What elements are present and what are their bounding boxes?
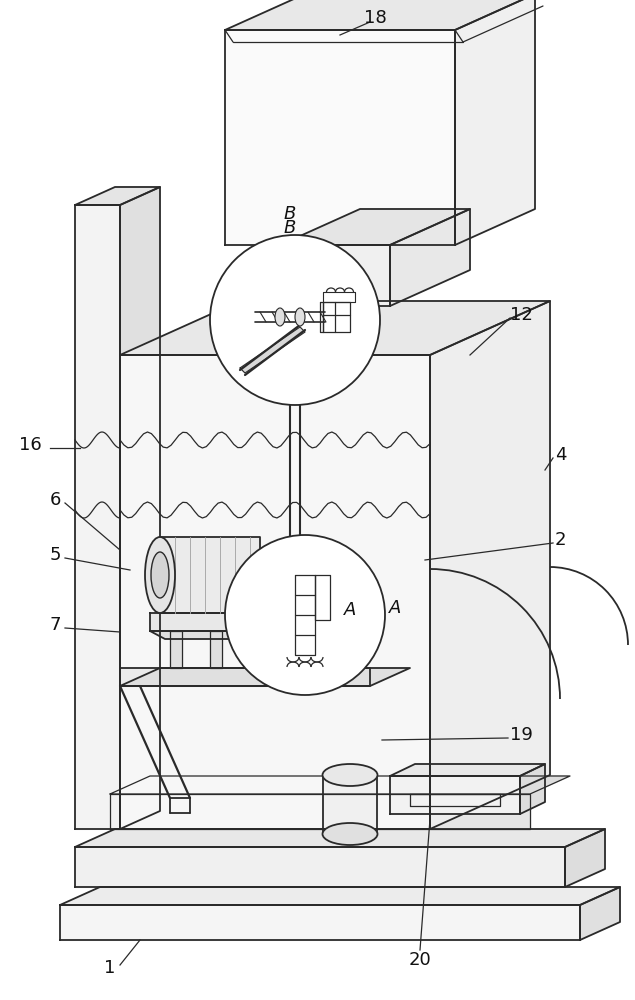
Polygon shape bbox=[75, 187, 160, 205]
Polygon shape bbox=[75, 205, 120, 829]
Text: A: A bbox=[389, 599, 401, 617]
Ellipse shape bbox=[323, 823, 377, 845]
Polygon shape bbox=[280, 245, 390, 306]
Ellipse shape bbox=[323, 764, 377, 786]
Polygon shape bbox=[520, 764, 545, 814]
Ellipse shape bbox=[295, 308, 305, 326]
Polygon shape bbox=[280, 209, 470, 245]
Polygon shape bbox=[240, 327, 305, 373]
Circle shape bbox=[210, 235, 380, 405]
Text: 5: 5 bbox=[50, 546, 61, 564]
Polygon shape bbox=[225, 0, 535, 30]
Polygon shape bbox=[60, 905, 580, 940]
Polygon shape bbox=[250, 631, 262, 668]
Text: 18: 18 bbox=[364, 9, 386, 27]
Text: 2: 2 bbox=[555, 531, 566, 549]
Text: 1: 1 bbox=[104, 959, 116, 977]
Polygon shape bbox=[390, 764, 545, 776]
Text: 7: 7 bbox=[50, 616, 61, 634]
Polygon shape bbox=[150, 631, 295, 639]
Polygon shape bbox=[150, 613, 280, 631]
Text: 19: 19 bbox=[510, 726, 533, 744]
Text: 20: 20 bbox=[409, 951, 431, 969]
Polygon shape bbox=[390, 776, 520, 814]
Polygon shape bbox=[323, 775, 377, 834]
Polygon shape bbox=[120, 668, 370, 686]
Text: 4: 4 bbox=[555, 446, 566, 464]
Polygon shape bbox=[60, 887, 620, 905]
Text: 12: 12 bbox=[510, 306, 533, 324]
Polygon shape bbox=[120, 187, 160, 829]
Ellipse shape bbox=[145, 537, 175, 613]
Polygon shape bbox=[565, 829, 605, 887]
Polygon shape bbox=[430, 301, 550, 829]
Polygon shape bbox=[580, 887, 620, 940]
Ellipse shape bbox=[275, 308, 285, 326]
Ellipse shape bbox=[151, 552, 169, 598]
Text: A: A bbox=[344, 601, 356, 619]
Polygon shape bbox=[110, 776, 570, 794]
Text: 6: 6 bbox=[50, 491, 61, 509]
Polygon shape bbox=[75, 829, 605, 847]
Polygon shape bbox=[455, 0, 535, 245]
Polygon shape bbox=[390, 209, 470, 306]
Polygon shape bbox=[120, 668, 410, 686]
Polygon shape bbox=[160, 537, 260, 613]
Text: B: B bbox=[284, 219, 296, 237]
Text: B: B bbox=[284, 205, 296, 223]
Polygon shape bbox=[120, 301, 550, 355]
Polygon shape bbox=[170, 631, 182, 668]
Circle shape bbox=[225, 535, 385, 695]
Polygon shape bbox=[75, 847, 565, 887]
Text: 16: 16 bbox=[18, 436, 41, 454]
Polygon shape bbox=[210, 631, 222, 668]
Polygon shape bbox=[225, 30, 455, 245]
Polygon shape bbox=[110, 794, 530, 829]
Polygon shape bbox=[120, 355, 430, 829]
